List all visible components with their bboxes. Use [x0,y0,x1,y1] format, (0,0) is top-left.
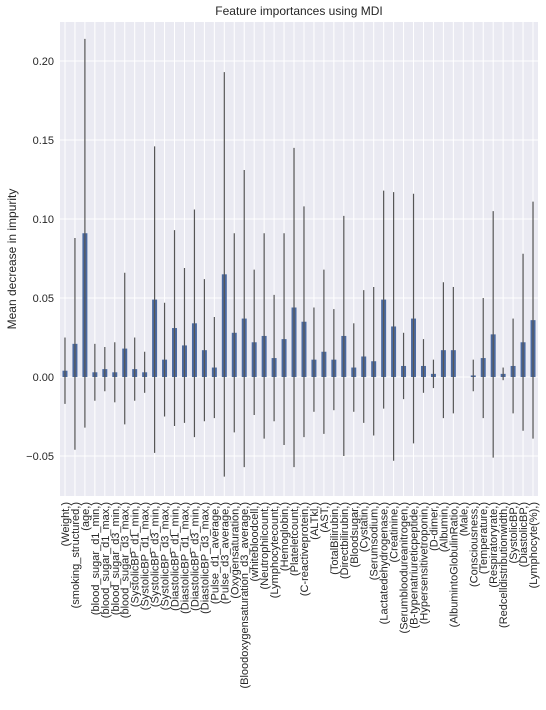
x-tick-label: (smoking_structured,) [70,502,82,608]
x-tick-label: (Weight,) [60,502,72,546]
x-tick-label: (D-dimer,) [428,502,440,551]
x-tick-label: (SystolicBP_d1_min,) [130,502,142,607]
x-tick-label: (SystolicBP_d3_min,) [150,502,162,607]
x-tick-label: (Serumsodium,) [369,502,381,580]
x-tick-label: (Consciousness,) [468,502,480,587]
x-tick-label: (Hemoglobin,) [279,502,291,571]
x-tick-label: (blood_sugar_d1_min,) [90,502,102,615]
y-tick-label: −0.05 [26,451,54,463]
y-tick-label: 0.00 [33,372,54,384]
x-tick-label: (Oxygensaturation,) [229,502,241,599]
x-tick-label: (DiastolicBP,) [518,502,530,567]
x-tick-label: (C-reactiveprotein,) [299,502,311,596]
x-tick-label: (blood_sugar_d1_max,) [100,502,112,618]
x-tick-label: (blood_sugar_d3_min,) [110,502,122,615]
x-tick-label: (AlbumintoGlobulinRatio,) [448,502,460,627]
x-tick-label: (Respiratoryrate,) [488,502,500,588]
x-tick-label: (Lymphocytecount,) [269,502,281,598]
x-tick-label: (Lactatedehydrogenase,) [379,502,391,624]
x-tick-label: (Bloodoxygensaturation_d3_average,) [239,502,251,689]
x-tick-label: (Bloodsugar,) [349,502,361,567]
chart-title: Feature importances using MDI [215,4,382,18]
x-tick-label: (Redcelldistributionwidth,) [498,502,510,628]
x-tick-label: (blood_sugar_d3_max,) [120,502,132,618]
x-tick-label: (DiastolicBP_d3_min,) [189,502,201,611]
x-tick-label: (Pulse_d3_average,) [219,502,231,604]
x-tick-label: (SystolicBP,) [508,502,520,564]
y-tick-label: 0.10 [33,214,54,226]
y-tick-label: 0.20 [33,56,54,68]
x-tick-label: (SystolicBP_d1_max,) [140,502,152,610]
x-tick-label: (ALTkl,) [309,502,321,540]
x-tick-label: (whitebloodcell,) [249,502,261,581]
x-tick-label: (Cystatin,) [359,502,371,552]
x-tick-label: (SystolicBP_d3_max,) [160,502,172,610]
x-tick-label: (DiastolicBP_d1_max,) [179,502,191,614]
y-tick-label: 0.15 [33,135,54,147]
x-tick-label: (Creatinine,) [389,502,401,563]
x-tick-label: (Pulse_d1_average,) [209,502,221,604]
x-tick-label: (DiastolicBP_d3_max,) [199,502,211,614]
y-tick-label: 0.05 [33,293,54,305]
plot-area [60,22,538,496]
x-tick-label: (Neutrophilcount,) [259,502,271,589]
x-tick-label: (Serumbloodureanitrogen,) [399,502,411,633]
x-tick-label: (Directbilirubin,) [339,502,351,579]
x-tick-label: (Hypersensitivetroponin,) [418,502,430,624]
x-tick-label: (Lymphocyte(%),) [528,502,540,588]
x-tick-label: (TotalBilirubin,) [329,502,341,575]
y-axis-label: Mean decrease in impurity [5,189,19,330]
x-tick-label: (Albumin,) [438,502,450,552]
x-tick-label: (age,) [80,502,92,531]
x-tick-label: (Plateletcount,) [289,502,301,576]
x-tick-label: (Temperature,) [478,502,490,574]
x-tick-label: (AST,) [319,502,331,533]
x-tick-label: (Male,) [458,502,470,536]
x-tick-label: (DiastolicBP_d1_min,) [170,502,182,611]
x-tick-label: (B-typenatriureticpeptide,) [409,502,421,629]
